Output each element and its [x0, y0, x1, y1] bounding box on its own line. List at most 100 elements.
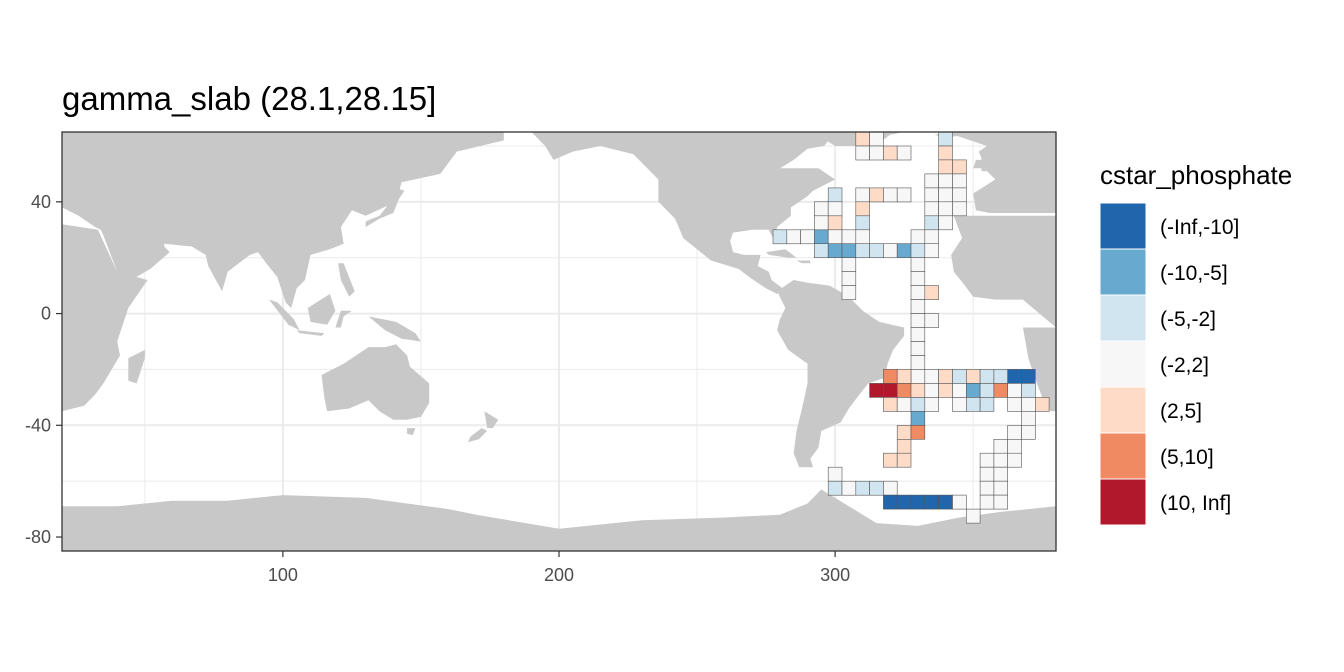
land-philippines: [338, 263, 355, 297]
data-cell: [993, 480, 1009, 496]
y-tick-label: -40: [25, 415, 51, 435]
data-cell: [841, 271, 857, 287]
data-cell: [1007, 383, 1022, 398]
data-cell: [883, 145, 898, 161]
land-north-america: [531, 132, 836, 294]
data-cell: [869, 383, 884, 398]
data-cell: [896, 369, 912, 384]
land-sumatra: [269, 299, 300, 331]
legend-key: [1099, 478, 1147, 526]
data-cell: [855, 187, 870, 203]
legend-key: [1099, 248, 1147, 296]
y-tick-label: 40: [31, 192, 51, 212]
data-cell: [993, 438, 1009, 454]
data-cell: [952, 173, 967, 189]
data-cell: [827, 229, 843, 245]
data-cell: [869, 145, 884, 161]
land-madagascar: [128, 349, 145, 384]
data-cell: [910, 257, 926, 273]
data-cell: [883, 369, 898, 384]
data-cell: [827, 243, 843, 258]
data-cell: [979, 480, 995, 496]
data-cell: [883, 494, 898, 510]
data-cell: [786, 229, 801, 245]
data-cell: [814, 201, 829, 217]
legend-label: (2,5]: [1160, 400, 1202, 423]
data-cell: [965, 397, 981, 412]
land-new-guinea: [368, 316, 421, 342]
data-cell: [952, 187, 967, 203]
data-cell: [896, 243, 912, 258]
data-cell: [979, 466, 995, 482]
data-cell: [1021, 424, 1036, 440]
data-cell: [841, 257, 857, 273]
data-cell: [1007, 424, 1022, 440]
data-cell: [979, 494, 995, 510]
x-tick-label: 200: [544, 565, 574, 585]
data-cell: [910, 341, 926, 356]
legend-label: (-Inf,-10]: [1160, 216, 1239, 239]
data-cell: [952, 369, 967, 384]
land-sulawesi: [335, 310, 352, 328]
land-eurasia: [62, 132, 504, 308]
land-ireland: [973, 159, 985, 169]
data-cell: [883, 187, 898, 203]
data-cell: [952, 201, 967, 217]
land-layer: [62, 132, 1056, 551]
chart-title: gamma_slab (28.1,28.15]: [62, 80, 436, 117]
data-cell: [910, 424, 926, 440]
data-cell: [883, 480, 898, 496]
data-cell: [910, 313, 926, 328]
data-cell: [924, 215, 939, 231]
data-cell: [993, 383, 1009, 398]
data-cell: [772, 229, 788, 245]
data-cell: [938, 173, 953, 189]
legend-label: (-2,2]: [1160, 354, 1209, 377]
data-cell: [841, 480, 857, 496]
data-cell: [979, 452, 995, 468]
data-cell: [952, 494, 967, 510]
axes: 100 200 300 -80 -40 0 40: [25, 192, 850, 585]
data-cell: [869, 131, 884, 147]
data-cell: [855, 201, 870, 217]
legend-key: [1099, 294, 1147, 342]
data-cell: [938, 131, 953, 147]
data-cell: [938, 369, 953, 384]
legend-label: (-5,-2]: [1160, 308, 1216, 331]
data-cell: [869, 480, 884, 496]
land-new-zealand-s: [467, 428, 488, 443]
land-japan: [365, 187, 405, 227]
land-hispaniola: [796, 260, 811, 264]
x-tick-label: 300: [820, 565, 850, 585]
land-new-zealand-n: [484, 411, 499, 429]
y-tick-label: 0: [41, 304, 51, 324]
data-cell: [924, 383, 939, 398]
legend-key: [1099, 340, 1147, 388]
data-cell: [910, 494, 926, 510]
cell-layer: [772, 131, 1050, 524]
land-borneo: [307, 294, 336, 325]
data-cell: [938, 187, 953, 203]
data-cell: [938, 159, 953, 175]
data-cell: [814, 229, 829, 245]
data-cell: [1007, 438, 1022, 454]
data-cell: [1007, 369, 1022, 384]
y-tick-label: -80: [25, 527, 51, 547]
data-cell: [924, 313, 939, 328]
data-cell: [993, 466, 1009, 482]
land-arabia: [103, 229, 170, 280]
data-cell: [910, 229, 926, 245]
land-tasmania: [407, 428, 416, 436]
data-cell: [869, 187, 884, 203]
data-cell: [1007, 452, 1022, 468]
land-south-america: [777, 280, 905, 468]
land-europe: [945, 132, 1056, 213]
data-cell: [841, 285, 857, 300]
data-cell: [896, 383, 912, 398]
data-cell: [814, 215, 829, 231]
land-java: [296, 330, 325, 336]
data-cell: [993, 494, 1009, 510]
land-west-africa: [951, 215, 1056, 328]
data-cell: [827, 480, 843, 496]
